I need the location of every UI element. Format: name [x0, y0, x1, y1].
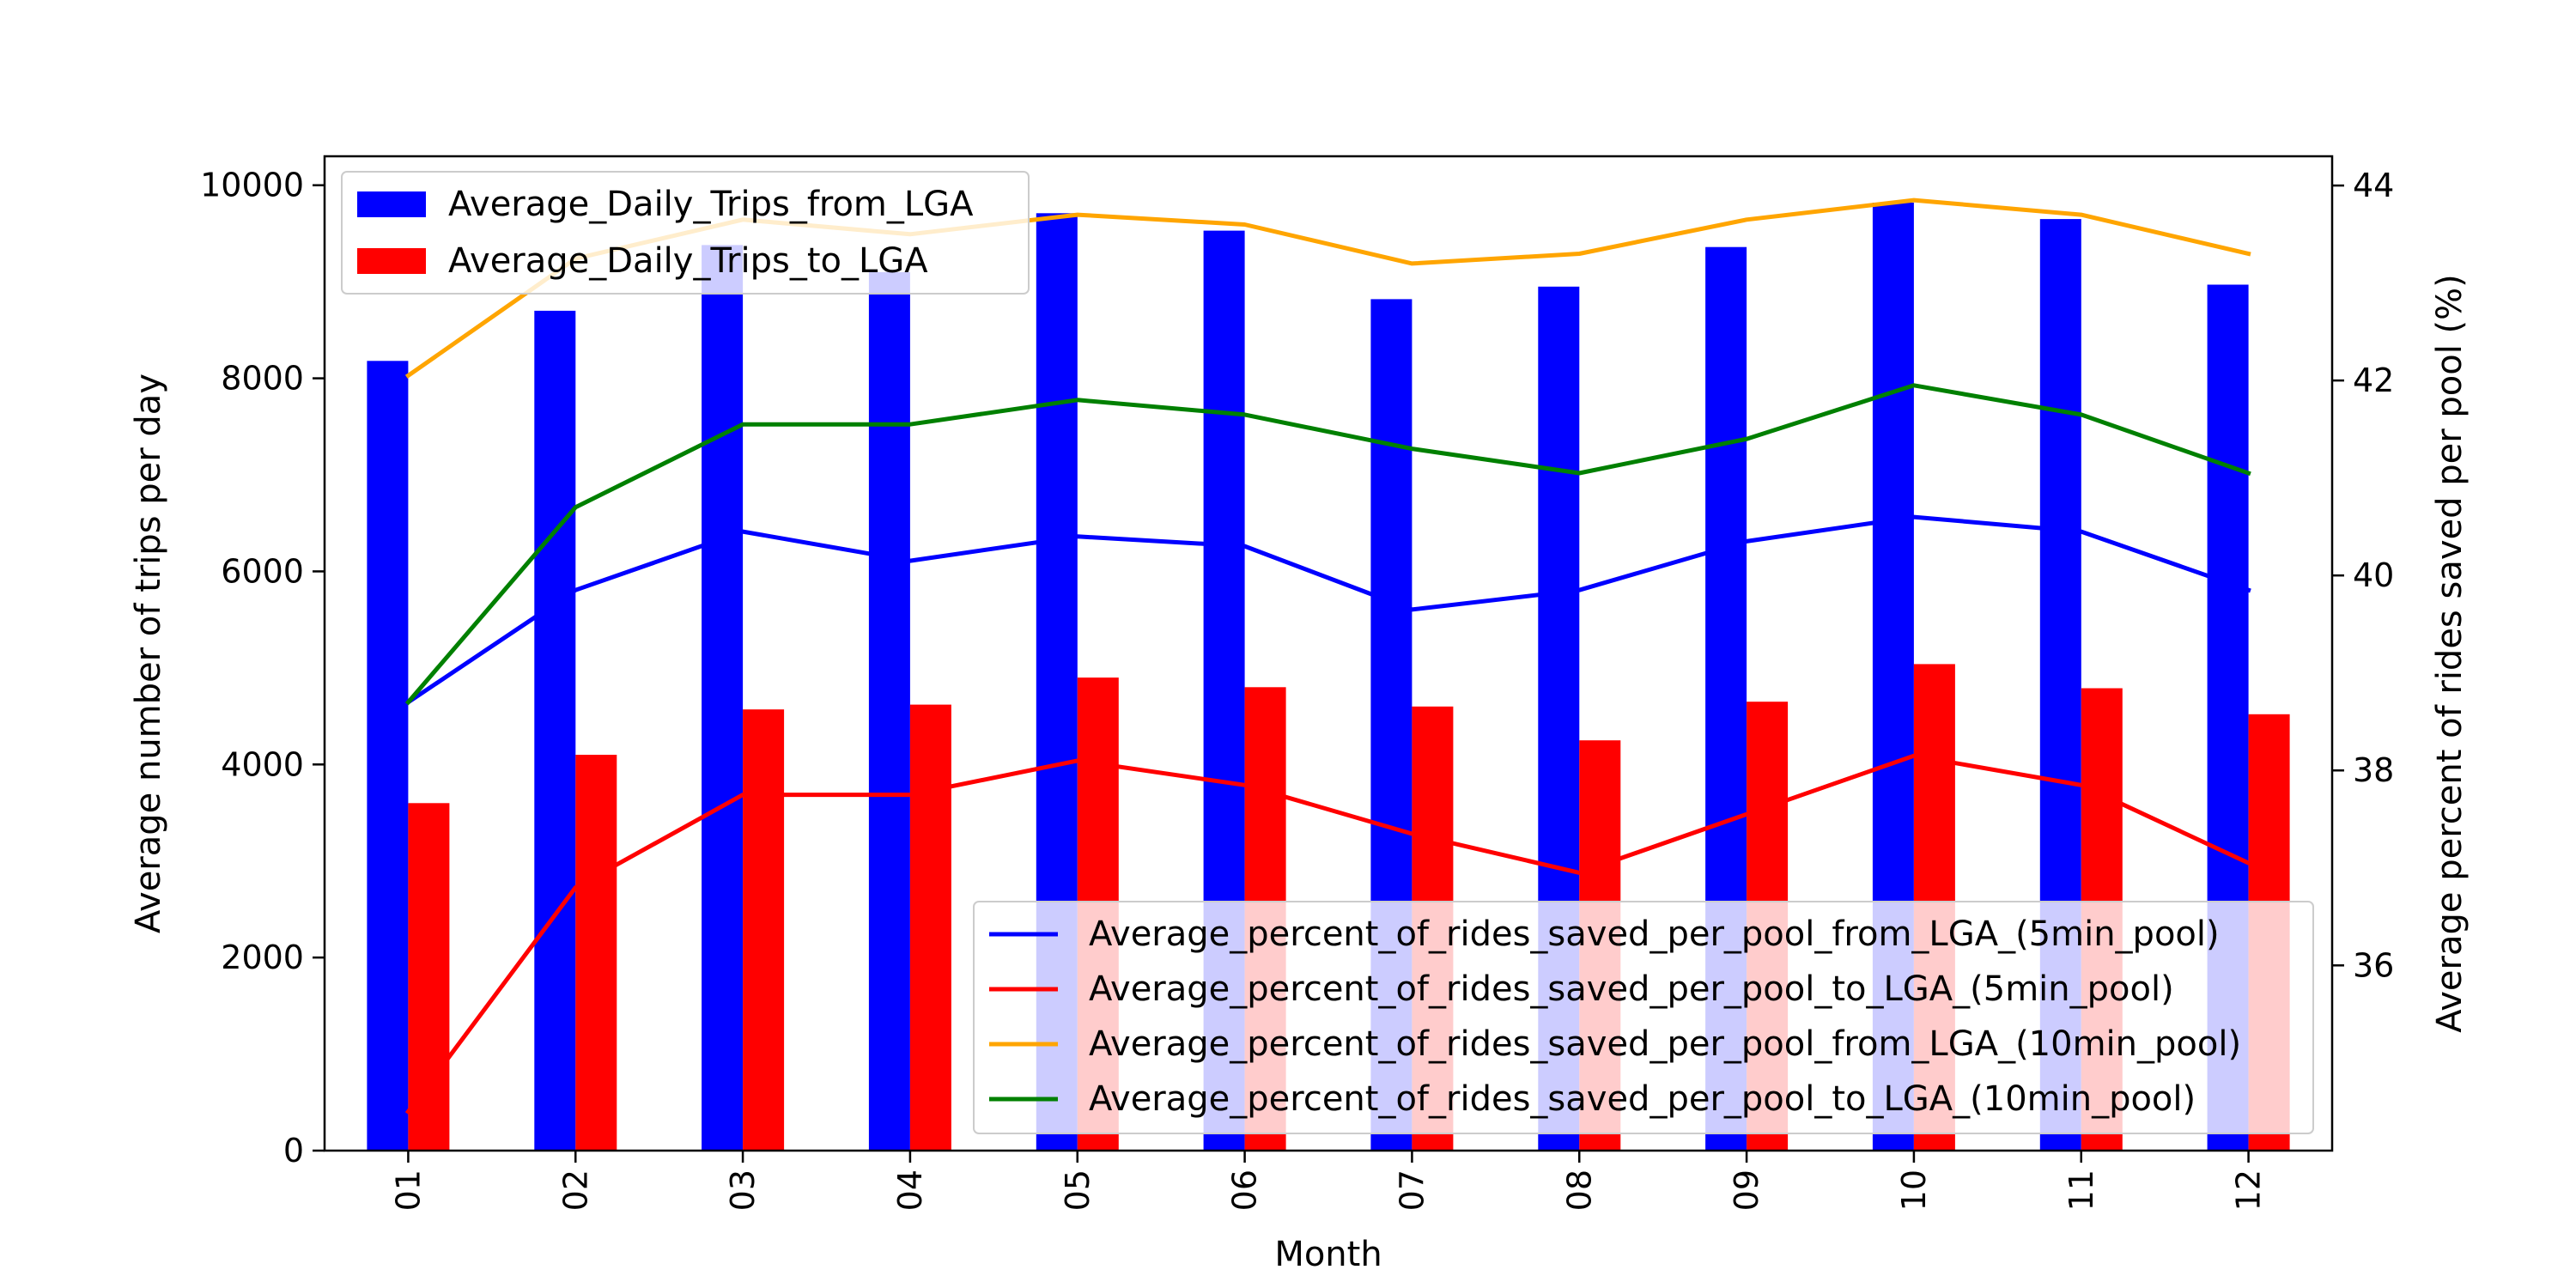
y-tick-label: 4000: [221, 745, 304, 783]
y-axis-left: 0 2000 4000 6000 8000 10000: [200, 167, 325, 1170]
y-tick-label: 10000: [200, 167, 304, 204]
x-tick-label: 12: [2230, 1170, 2268, 1211]
x-tick-label: 05: [1059, 1170, 1097, 1211]
legend-swatch-to-lga: [357, 248, 426, 274]
x-tick-label: 04: [891, 1170, 929, 1211]
x-tick-label: 06: [1226, 1170, 1264, 1211]
series-line-from-lga-5min: [404, 514, 2251, 706]
y2-tick-label: 40: [2353, 556, 2394, 594]
bar-to-lga-04: [909, 704, 951, 1151]
series-line-to-lga-5min: [404, 753, 2251, 1115]
legend-label-to-lga: Average_Daily_Trips_to_LGA: [448, 241, 928, 281]
legend-label-to-lga-10min: Average_percent_of_rides_saved_per_pool_…: [1089, 1079, 2196, 1119]
y-tick-label: 2000: [221, 939, 304, 976]
y-tick-label: 0: [283, 1132, 304, 1170]
bar-to-lga-02: [575, 755, 617, 1151]
x-axis: 01 02 03 04 05 06 07 08 09 10 11 12: [389, 1151, 2268, 1211]
y-axis-right: 36 38 40 42 44: [2332, 167, 2394, 984]
x-tick-label: 02: [556, 1170, 594, 1211]
x-tick-label: 01: [389, 1170, 427, 1211]
bar-from-lga-03: [702, 245, 744, 1151]
x-tick-label: 07: [1393, 1170, 1431, 1211]
legend-lines-frame: [973, 901, 2314, 1134]
x-tick-label: 03: [724, 1170, 762, 1211]
legend-bars-frame: [341, 171, 1030, 295]
y2-tick-label: 38: [2353, 751, 2394, 789]
y-axis-label: Average number of trips per day: [129, 374, 168, 933]
y2-tick-label: 44: [2353, 167, 2394, 204]
legend-bars: Average_Daily_Trips_from_LGA Average_Dai…: [341, 171, 1030, 295]
legend-lines: Average_percent_of_rides_saved_per_pool_…: [973, 901, 2314, 1134]
x-tick-label: 08: [1560, 1170, 1598, 1211]
bar-from-lga-02: [534, 310, 576, 1151]
x-axis-label: Month: [1274, 1235, 1382, 1274]
y2-tick-label: 42: [2353, 361, 2394, 399]
x-tick-label: 09: [1728, 1170, 1765, 1211]
y2-tick-label: 36: [2353, 946, 2394, 984]
y2-axis-label: Average percent of rides saved per pool …: [2430, 274, 2470, 1033]
bar-to-lga-01: [408, 803, 450, 1151]
y-tick-label: 6000: [221, 552, 304, 590]
bar-from-lga-04: [868, 271, 910, 1151]
y-tick-label: 8000: [221, 360, 304, 398]
legend-swatch-from-lga: [357, 191, 426, 217]
legend-label-to-lga-5min: Average_percent_of_rides_saved_per_pool_…: [1089, 969, 2174, 1009]
lines-layer: [404, 197, 2251, 1115]
series-line-to-lga-10min: [404, 383, 2251, 706]
plot-frame: [323, 155, 2334, 1152]
legend-label-from-lga: Average_Daily_Trips_from_LGA: [448, 185, 974, 224]
legend-label-from-lga-10min: Average_percent_of_rides_saved_per_pool_…: [1089, 1024, 2241, 1064]
legend-label-from-lga-5min: Average_percent_of_rides_saved_per_pool_…: [1089, 914, 2220, 954]
x-tick-label: 10: [1895, 1170, 1933, 1211]
x-tick-label: 11: [2063, 1170, 2100, 1211]
bar-from-lga-01: [367, 361, 409, 1151]
bar-to-lga-03: [743, 709, 785, 1151]
